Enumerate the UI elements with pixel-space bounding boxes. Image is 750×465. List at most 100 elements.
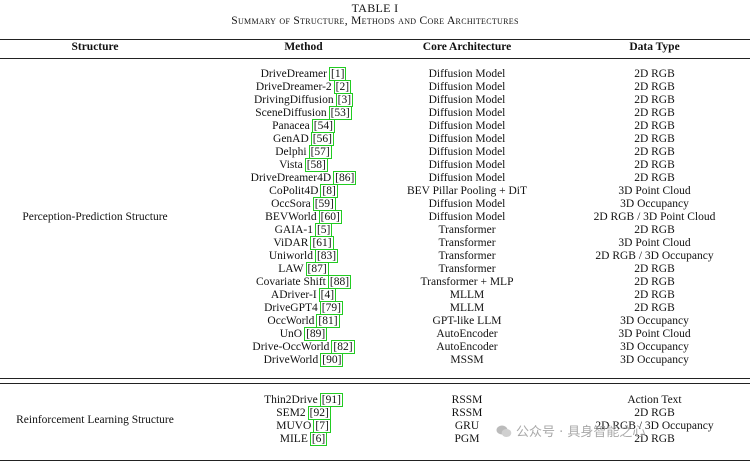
method-cell: Delphi [57]	[226, 145, 381, 159]
citation-link[interactable]: [2]	[333, 80, 352, 94]
data-type-cell: 2D RGB	[634, 81, 675, 93]
table-label: TABLE I	[351, 1, 399, 15]
citation-link[interactable]: [6]	[309, 432, 328, 446]
citation-link[interactable]: [58]	[304, 158, 328, 172]
method-name: OccWorld	[267, 315, 315, 327]
method-name: OccSora	[271, 198, 311, 210]
citation-link[interactable]: [7]	[313, 419, 331, 433]
method-cell: MILE [6]	[226, 432, 381, 446]
method-cell: Drive-OccWorld [82]	[226, 340, 381, 354]
citation-link[interactable]: [5]	[314, 223, 333, 237]
citation-link[interactable]: [53]	[328, 106, 352, 120]
citation-link[interactable]: [92]	[307, 406, 331, 420]
data-type-cell: 2D RGB	[634, 107, 675, 119]
citation-link[interactable]: [91]	[319, 393, 343, 407]
citation-link[interactable]: [83]	[314, 249, 339, 263]
method-cell: DriveDreamer4D [86]	[226, 171, 381, 185]
method-cell: DriveDreamer [1]	[226, 67, 381, 81]
method-name: SceneDiffusion	[255, 107, 327, 119]
architecture-cell: Diffusion Model	[428, 159, 506, 171]
top-rule	[0, 39, 750, 40]
data-type-cell: 3D Occupancy	[620, 341, 689, 353]
data-type-cell: 2D RGB	[634, 68, 675, 80]
architecture-cell: Diffusion Model	[428, 172, 506, 184]
citation-link[interactable]: [81]	[316, 314, 340, 328]
data-type-cell: Action Text	[627, 394, 682, 406]
citation-link[interactable]: [4]	[318, 288, 337, 302]
architecture-cell: BEV Pillar Pooling + DiT	[406, 185, 527, 197]
header-architecture: Core Architecture	[422, 41, 512, 53]
data-type-cell: 2D RGB	[634, 94, 675, 106]
method-name: Thin2Drive	[264, 394, 318, 406]
method-name: DriveDreamer-2	[255, 81, 332, 93]
citation-link[interactable]: [88]	[327, 275, 352, 289]
method-cell: ADriver-I [4]	[226, 288, 381, 302]
citation-link[interactable]: [56]	[310, 132, 334, 146]
method-name: Delphi	[275, 146, 307, 158]
data-type-cell: 3D Point Cloud	[618, 185, 691, 197]
citation-link[interactable]: [87]	[305, 262, 329, 276]
method-name: SEM2	[276, 407, 306, 419]
method-cell: DriveDreamer-2 [2]	[226, 80, 381, 94]
citation-link[interactable]: [54]	[311, 119, 335, 133]
data-type-cell: 2D RGB / 3D Occupancy	[595, 250, 714, 262]
method-name: DriveGPT4	[264, 302, 318, 314]
group-rule-lower	[0, 383, 750, 384]
citation-link[interactable]: [90]	[320, 353, 344, 367]
bottom-rule	[0, 460, 750, 461]
architecture-cell: RSSM	[451, 407, 483, 419]
architecture-cell: Transformer	[438, 224, 496, 236]
data-type-cell: 2D RGB	[634, 172, 675, 184]
header-method: Method	[284, 41, 323, 53]
method-cell: ViDAR [61]	[226, 236, 381, 250]
citation-link[interactable]: [3]	[335, 93, 354, 107]
method-cell: BEVWorld [60]	[226, 210, 381, 224]
architecture-cell: Diffusion Model	[428, 198, 506, 210]
method-cell: GAIA-1 [5]	[226, 223, 381, 237]
method-name: Uniworld	[268, 250, 313, 262]
data-type-cell: 2D RGB	[634, 407, 675, 419]
method-cell: DriveWorld [90]	[226, 353, 381, 367]
method-name: Covariate Shift	[255, 276, 326, 288]
citation-link[interactable]: [61]	[310, 236, 334, 250]
method-cell: OccWorld [81]	[226, 314, 381, 328]
architecture-cell: Diffusion Model	[428, 68, 506, 80]
citation-link[interactable]: [60]	[318, 210, 342, 224]
watermark-text: 公众号 · 具身智能之心	[516, 425, 646, 440]
citation-link[interactable]: [86]	[333, 171, 357, 185]
method-name: DrivingDiffusion	[253, 94, 334, 106]
citation-link[interactable]: [82]	[331, 340, 355, 354]
architecture-cell: Transformer	[438, 250, 496, 262]
citation-link[interactable]: [57]	[308, 145, 332, 159]
header-data-type: Data Type	[629, 41, 680, 53]
method-cell: SEM2 [92]	[226, 406, 381, 420]
data-type-cell: 2D RGB	[634, 146, 675, 158]
header-structure: Structure	[71, 41, 119, 53]
method-cell: Covariate Shift [88]	[226, 275, 381, 289]
watermark: 公众号 · 具身智能之心	[496, 421, 645, 440]
architecture-cell: MSSM	[450, 354, 484, 366]
method-cell: GenAD [56]	[226, 132, 381, 146]
citation-link[interactable]: [1]	[328, 67, 347, 81]
method-cell: SceneDiffusion [53]	[226, 106, 381, 120]
method-cell: Uniworld [83]	[226, 249, 381, 263]
method-cell: DriveGPT4 [79]	[226, 301, 381, 315]
method-cell: Vista [58]	[226, 158, 381, 172]
data-type-cell: 2D RGB	[634, 289, 675, 301]
wechat-icon	[496, 425, 512, 437]
citation-link[interactable]: [89]	[304, 327, 328, 341]
architecture-cell: AutoEncoder	[436, 328, 498, 340]
citation-link[interactable]: [8]	[320, 184, 338, 198]
citation-link[interactable]: [59]	[312, 197, 336, 211]
method-cell: UnO [89]	[226, 327, 381, 341]
method-name: MILE	[279, 433, 308, 445]
architecture-cell: Transformer + MLP	[420, 276, 514, 288]
data-type-cell: 2D RGB	[634, 276, 675, 288]
method-name: MUVO	[276, 420, 312, 432]
method-cell: OccSora [59]	[226, 197, 381, 211]
data-type-cell: 2D RGB	[634, 433, 675, 445]
data-type-cell: 2D RGB	[634, 159, 675, 171]
data-type-cell: 3D Occupancy	[620, 354, 689, 366]
citation-link[interactable]: [79]	[319, 301, 343, 315]
method-name: LAW	[278, 263, 304, 275]
